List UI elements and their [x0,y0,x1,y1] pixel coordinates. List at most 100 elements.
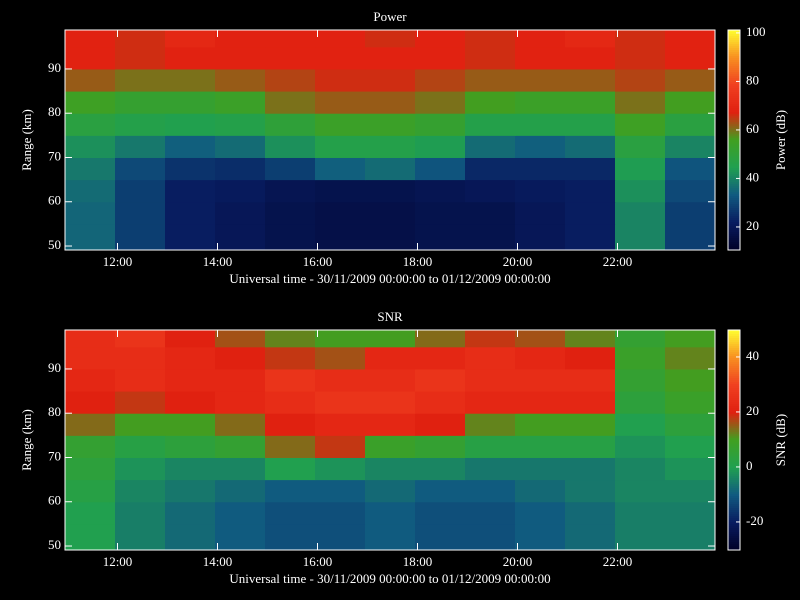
heatmap-cell [65,68,116,92]
colorbar-tick-label: 40 [746,348,759,363]
colorbar-swatch [728,410,740,413]
heatmap-cell [215,501,266,525]
colorbar-swatch [728,138,740,141]
heatmap-cell [365,435,416,458]
heatmap-cell [265,157,316,181]
heatmap-cell [65,391,116,414]
colorbar-swatch [728,96,740,99]
heatmap-cell [165,368,216,392]
heatmap-cell [365,91,416,114]
heatmap-cell [665,435,716,458]
y-tick-label: 70 [48,148,61,163]
colorbar-swatch [728,42,740,45]
heatmap-cell [565,223,616,251]
heatmap-cell [265,435,316,458]
heatmap-cell [565,113,616,136]
heatmap-cell [365,68,416,92]
colorbar-tick-label: 20 [746,218,759,233]
heatmap-cell [115,435,166,458]
colorbar-swatch [728,342,740,345]
heatmap-cell [415,68,466,92]
heatmap-cell [415,135,466,158]
heatmap-cell [515,179,566,203]
heatmap-cell [565,179,616,203]
heatmap-cell [65,179,116,203]
colorbar-swatch [728,32,740,35]
heatmap-cell [665,68,716,92]
colorbar-swatch [728,368,740,371]
heatmap-cell [415,179,466,203]
heatmap-cell [165,113,216,136]
heatmap-cell [265,179,316,203]
colorbar-swatch [728,62,740,65]
heatmap-cell [115,523,166,551]
colorbar-swatch [728,144,740,147]
heatmap-cell [565,201,616,225]
heatmap-cell [515,413,566,436]
y-tick-label: 90 [48,360,61,375]
colorbar-swatch [728,186,740,189]
colorbar-swatch [728,230,740,233]
heatmap-cell [215,201,266,225]
heatmap-cell [465,523,516,551]
heatmap-cell [515,346,566,370]
colorbar-swatch [728,184,740,187]
colorbar-swatch [728,520,740,523]
heatmap-cell [215,457,266,481]
colorbar-swatch [728,156,740,159]
heatmap-cell [615,368,666,392]
colorbar-swatch [728,510,740,513]
heatmap-cell [65,157,116,181]
colorbar-swatch [728,170,740,173]
colorbar-swatch [728,214,740,217]
heatmap-cell [215,223,266,251]
heatmap-cell [415,346,466,370]
plot-frame [64,29,716,251]
colorbar-swatch [728,142,740,145]
colorbar-swatch [728,544,740,547]
heatmap-cell [365,157,416,181]
heatmap-cell [565,391,616,414]
colorbar-swatch [728,38,740,41]
y-tick-label: 80 [48,404,61,419]
heatmap-cell [615,346,666,370]
colorbar-swatch [728,226,740,229]
colorbar-tick-label: 0 [746,458,753,473]
colorbar-swatch [728,386,740,389]
heatmap-cell [165,30,216,48]
colorbar-swatch [728,48,740,51]
colorbar-swatch [728,430,740,433]
heatmap-cell [215,68,266,92]
heatmap-cell [315,457,366,481]
heatmap-cell [665,457,716,481]
heatmap-cell [665,157,716,181]
heatmap-cell [315,413,366,436]
heatmap-cell [465,479,516,503]
colorbar-swatch [728,426,740,429]
colorbar-swatch [728,472,740,475]
colorbar-swatch [728,160,740,163]
colorbar-swatch [728,338,740,341]
colorbar-swatch [728,448,740,451]
colorbar-swatch [728,216,740,219]
colorbar-swatch [728,76,740,79]
heatmap-cell [565,91,616,114]
colorbar-swatch [728,78,740,81]
heatmap-cell [565,135,616,158]
colorbar-swatch [728,506,740,509]
colorbar-swatch [728,480,740,483]
colorbar-swatch [728,538,740,541]
heatmap-cell [165,91,216,114]
colorbar-swatch [728,390,740,393]
colorbar-swatch [728,482,740,485]
colorbar-swatch [728,504,740,507]
colorbar-swatch [728,100,740,103]
heatmap-cell [165,346,216,370]
heatmap-cell [415,201,466,225]
colorbar-swatch [728,146,740,149]
heatmap-cell [365,457,416,481]
x-tick-label: 20:00 [503,254,533,269]
colorbar-swatch [728,242,740,245]
colorbar-swatch [728,150,740,153]
heatmap-cell [465,30,516,48]
